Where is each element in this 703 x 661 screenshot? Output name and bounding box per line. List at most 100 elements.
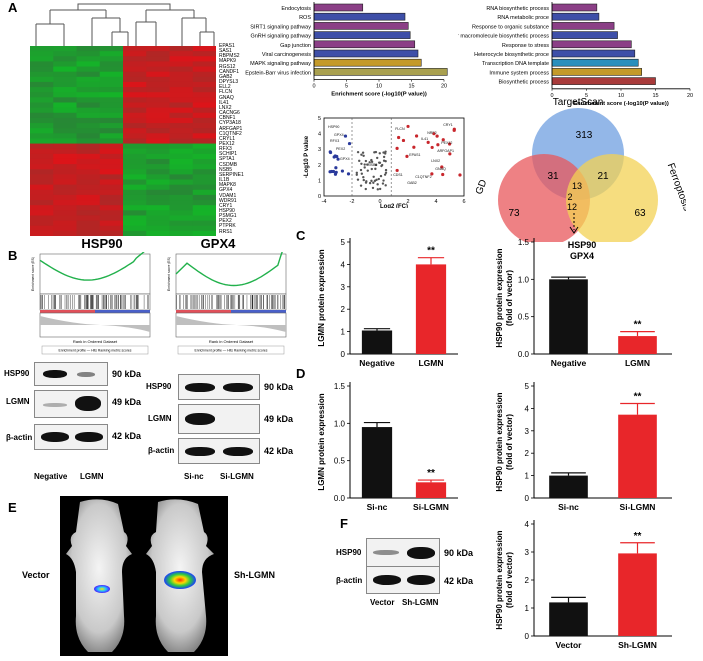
gsea-es-curve bbox=[39, 252, 145, 281]
heatmap-cell bbox=[76, 179, 101, 186]
venn-count-top: 313 bbox=[576, 130, 593, 141]
heatmap-cell bbox=[30, 215, 54, 222]
heatmap-cell bbox=[192, 205, 216, 211]
blot-b-left-strip-lgmn bbox=[34, 390, 108, 418]
blot-f-lane-1: Vector bbox=[370, 598, 395, 607]
heatmap-cell bbox=[99, 205, 124, 211]
heatmap-cell bbox=[192, 230, 216, 236]
heatmap-cell bbox=[76, 123, 101, 129]
bar-category-label: Si-LGMN bbox=[620, 502, 656, 512]
heatmap-cell bbox=[192, 76, 216, 83]
gsea-x-label: Rank in Ordered Dataset bbox=[73, 339, 118, 344]
heatmap-cell bbox=[30, 107, 54, 114]
volcano-point bbox=[379, 174, 383, 178]
heatmap-cell bbox=[53, 138, 77, 145]
heatmap-cell bbox=[169, 200, 194, 206]
enrichment-bar bbox=[551, 12, 600, 21]
blot-f-kda-actin: 42 kDa bbox=[444, 576, 474, 586]
volcano-point bbox=[361, 151, 365, 154]
heatmap-cell bbox=[53, 51, 77, 57]
heatmap-cell bbox=[192, 179, 216, 186]
heatmap-cell bbox=[53, 194, 77, 201]
heatmap-cell bbox=[192, 194, 216, 201]
volcano-point bbox=[359, 184, 363, 187]
heatmap-cell bbox=[76, 112, 101, 119]
heatmap-gene-label: IL1B bbox=[219, 177, 230, 184]
bar-category-label: Negative bbox=[359, 358, 395, 368]
volcano-point bbox=[384, 171, 388, 174]
heatmap-cell bbox=[53, 164, 77, 170]
heatmap-cell bbox=[169, 112, 194, 119]
enrichment-term-label: Immune system process bbox=[489, 70, 549, 76]
heatmap-cell bbox=[99, 174, 124, 181]
heatmap-cell bbox=[53, 87, 77, 93]
volcano-point bbox=[355, 173, 358, 176]
blot-b-right-lane-2: Si-LGMN bbox=[220, 472, 254, 481]
gsea-es-label: Enrichment score (ES) bbox=[31, 257, 35, 291]
volcano-plot: -4 -2 0 2 4 6 0 1 2 3 4 5 Log2 (FC) -Log10 P value HSP… bbox=[304, 116, 466, 208]
heatmap-cell bbox=[53, 200, 77, 206]
blot-b-left-row-actin: β-actin bbox=[6, 433, 33, 442]
volcano-point bbox=[356, 178, 360, 181]
volcano-gene-label: HSP90 bbox=[328, 125, 339, 129]
venn-count-bottom: 12 bbox=[567, 202, 577, 212]
heatmap-cell bbox=[30, 205, 54, 211]
bar-y-tick-label: 2 bbox=[525, 576, 530, 585]
heatmap-gene-label: RBPMS2 bbox=[219, 53, 240, 60]
enrichment-term-label: Heterocycle biosynthetic proce bbox=[474, 52, 549, 58]
heatmap-cell bbox=[123, 189, 147, 196]
bar-y-tick-label: 1.5 bbox=[334, 382, 346, 391]
enrichment-tick-label: 10 bbox=[376, 84, 382, 90]
heatmap-cell bbox=[99, 169, 124, 175]
mice-label-vector: Vector bbox=[22, 570, 50, 580]
heatmap-cell bbox=[123, 87, 147, 93]
volcano-point bbox=[405, 154, 409, 158]
blot-b-right-strip-hsp90 bbox=[178, 374, 260, 400]
heatmap-cell bbox=[53, 220, 77, 227]
volcano-point bbox=[358, 159, 361, 163]
heatmap-cell bbox=[192, 46, 216, 52]
heatmap-cell bbox=[76, 107, 101, 114]
heatmap-cell bbox=[169, 97, 194, 103]
heatmap-cell bbox=[146, 148, 170, 155]
heatmap-cell bbox=[53, 107, 77, 114]
gsea-rank-bar bbox=[95, 310, 150, 313]
blot-b-right-strip-actin bbox=[178, 438, 260, 464]
bar-y-tick-label: 1.5 bbox=[518, 238, 530, 247]
gsea-rank-bar bbox=[231, 310, 286, 313]
heatmap-cell bbox=[169, 169, 194, 175]
heatmap-cell bbox=[30, 87, 54, 93]
enrichment-term-label: Response to organic substance bbox=[472, 24, 549, 30]
bar bbox=[549, 475, 588, 498]
heatmap-gene-label: PEX2 bbox=[219, 218, 232, 225]
volcano-point bbox=[363, 166, 366, 169]
heatmap-cell bbox=[53, 56, 77, 62]
volcano-point bbox=[430, 145, 434, 150]
volcano-point bbox=[395, 146, 399, 150]
blot-b-left-kda-lgmn: 49 kDa bbox=[112, 397, 142, 407]
enrichment-bar bbox=[551, 40, 632, 49]
volcano-y-tick: 5 bbox=[318, 116, 321, 122]
volcano-point bbox=[346, 172, 351, 176]
volcano-point bbox=[372, 175, 375, 179]
volcano-point bbox=[368, 161, 371, 164]
heatmap-cell bbox=[53, 184, 77, 191]
heatmap-gene-label: MAPK9 bbox=[219, 58, 236, 65]
heatmap-cell bbox=[99, 102, 124, 109]
heatmap-cell bbox=[169, 220, 194, 227]
venn-count-left: 73 bbox=[508, 208, 520, 219]
heatmap-cell bbox=[99, 220, 124, 227]
heatmap-cell bbox=[146, 76, 170, 83]
enrichment-bar bbox=[551, 58, 639, 67]
volcano-point bbox=[374, 167, 377, 171]
bar-significance: ** bbox=[634, 320, 642, 331]
bar bbox=[549, 279, 588, 354]
heatmap-cell bbox=[169, 107, 194, 114]
heatmap-cell bbox=[169, 81, 194, 88]
gsea-title-hsp90: HSP90 bbox=[81, 236, 123, 251]
heatmap-cell bbox=[53, 92, 77, 98]
blot-b-right-row-hsp90: HSP90 bbox=[146, 382, 172, 391]
volcano-point bbox=[360, 172, 364, 175]
volcano-y-tick: 2 bbox=[318, 163, 321, 169]
heatmap-cell bbox=[146, 194, 170, 201]
